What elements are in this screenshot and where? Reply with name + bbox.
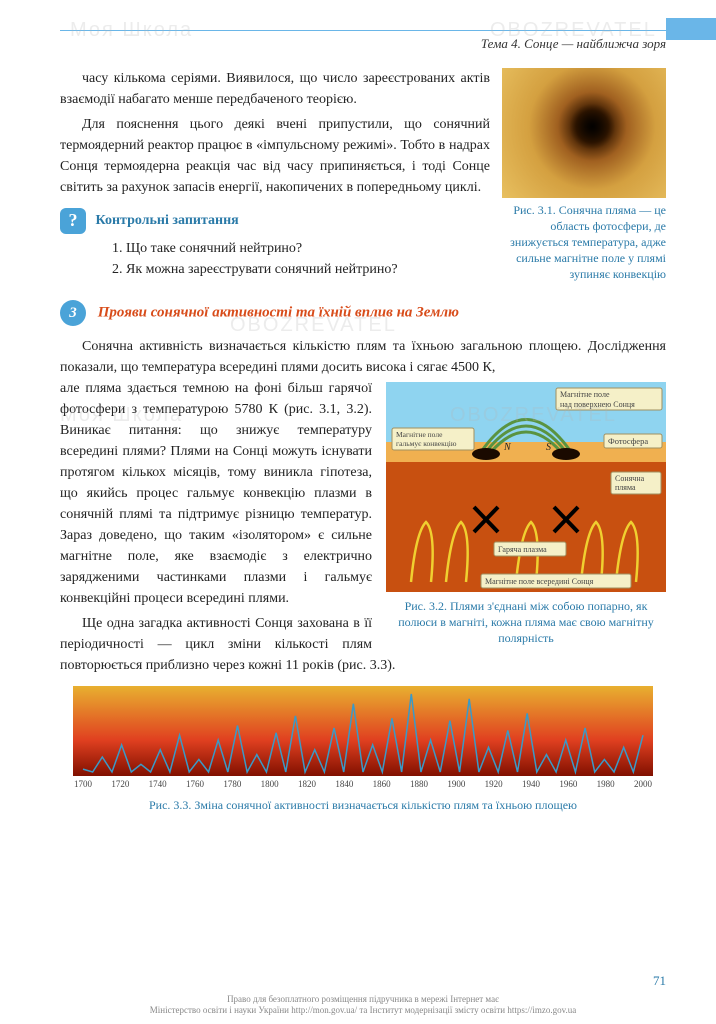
svg-text:1920: 1920 — [485, 779, 504, 789]
section-3-body: Сонячна активність визначається кількіст… — [60, 336, 666, 676]
spot-n — [472, 448, 500, 460]
activity-chart-svg: 1700 1720 1740 1760 1780 1800 1820 1840 1860 1880… — [73, 686, 653, 791]
label-s: S — [546, 442, 551, 453]
footer-line-2: Міністерство освіти і науки України http… — [60, 1005, 666, 1016]
svg-text:1880: 1880 — [410, 779, 429, 789]
fig-3-3: 1700 1720 1740 1760 1780 1800 1820 1840 1860 1880… — [73, 686, 653, 813]
question-icon — [60, 208, 86, 234]
label-spot-2: пляма — [615, 483, 636, 492]
svg-text:1960: 1960 — [559, 779, 578, 789]
section-3-badge: 3 — [60, 300, 86, 326]
fig-3-3-caption: Рис. 3.3. Зміна сонячної активності визн… — [73, 797, 653, 813]
svg-text:1820: 1820 — [298, 779, 317, 789]
section-3-para-1-head: Сонячна активність визначається кількіст… — [60, 336, 666, 378]
svg-text:1740: 1740 — [149, 779, 168, 789]
label-plasma: Гаряча плазма — [498, 545, 547, 554]
section-3-heading: 3 Прояви сонячної активності та їхній вп… — [60, 300, 666, 326]
label-brake-2: гальмує конвекцію — [396, 439, 457, 448]
label-spot-1: Сонячна — [615, 474, 645, 483]
svg-text:2000: 2000 — [634, 779, 653, 789]
label-above-text-1: Магнітне поле — [560, 390, 610, 399]
label-brake-1: Магнітне поле — [396, 430, 443, 439]
footer-line-1: Право для безоплатного розміщення підруч… — [60, 994, 666, 1005]
svg-text:1800: 1800 — [261, 779, 280, 789]
chapter-heading: Тема 4. Сонце — найближча зоря — [60, 34, 666, 54]
page-number: 71 — [653, 971, 666, 991]
label-above-text-2: над поверхнею Сонця — [560, 400, 635, 409]
top-accent-bar — [666, 18, 716, 40]
svg-text:1760: 1760 — [186, 779, 205, 789]
svg-text:1840: 1840 — [335, 779, 354, 789]
intro-section: Рис. 3.1. Сонячна пляма — це область фот… — [60, 68, 666, 284]
svg-text:1900: 1900 — [447, 779, 466, 789]
svg-text:1780: 1780 — [223, 779, 242, 789]
fig-3-2-diagram: N S Магнітне поле над поверхнею Сонця Фо… — [386, 382, 666, 592]
svg-text:1700: 1700 — [74, 779, 93, 789]
label-n: N — [503, 442, 512, 453]
fig-3-1: Рис. 3.1. Сонячна пляма — це область фот… — [502, 68, 666, 283]
footer-credits: Право для безоплатного розміщення підруч… — [60, 994, 666, 1016]
fig-3-2: N S Магнітне поле над поверхнею Сонця Фо… — [386, 382, 666, 647]
svg-text:1940: 1940 — [522, 779, 541, 789]
svg-text:1720: 1720 — [111, 779, 130, 789]
x-axis-ticks: 1700 1720 1740 1760 1780 1800 1820 1840 1860 1880… — [74, 779, 653, 789]
section-3-title-text: Прояви сонячної активності та їхній впли… — [98, 304, 459, 320]
svg-text:1860: 1860 — [373, 779, 392, 789]
fig-3-2-caption: Рис. 3.2. Плями з'єднані між собою попар… — [386, 598, 666, 647]
control-questions-title: Контрольні запитання — [96, 213, 239, 228]
sunspot-image — [502, 68, 666, 198]
label-photosphere: Фотосфера — [608, 436, 648, 446]
chart-bg — [73, 686, 653, 776]
svg-text:1980: 1980 — [597, 779, 616, 789]
chapter-divider — [60, 30, 666, 31]
fig-3-1-caption: Рис. 3.1. Сонячна пляма — це область фот… — [502, 202, 666, 283]
label-inside: Магнітне поле всередині Сонця — [485, 577, 594, 586]
spot-s — [552, 448, 580, 460]
